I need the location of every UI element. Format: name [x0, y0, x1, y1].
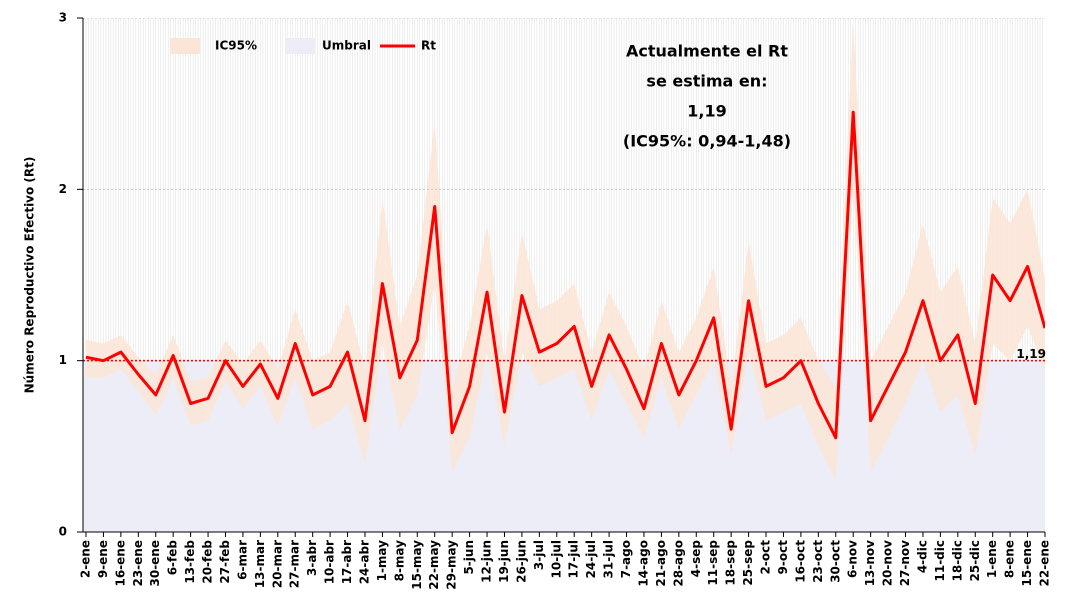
- x-tick-label: 8-may: [392, 540, 406, 582]
- x-tick-label: 15-may: [410, 540, 424, 590]
- x-tick-label: 2-ene: [79, 540, 93, 578]
- x-tick-label: 18-sep: [724, 540, 738, 586]
- x-tick-label: 11-dic: [933, 540, 947, 582]
- x-tick-label: 6-mar: [235, 540, 249, 580]
- x-tick-label: 24-jul: [584, 540, 598, 578]
- annotation: (IC95%: 0,94-1,48): [623, 132, 791, 151]
- x-tick-label: 23-oct: [811, 540, 825, 583]
- x-tick-label: 17-jul: [567, 540, 581, 578]
- x-tick-label: 23-ene: [131, 540, 145, 587]
- x-tick-label: 14-ago: [636, 540, 650, 587]
- x-tick-label: 9-oct: [776, 540, 790, 575]
- x-tick-label: 27-feb: [218, 540, 232, 584]
- rt-line: [85, 110, 1045, 440]
- x-tick-label: 24-abr: [357, 540, 371, 584]
- x-tick-label: 26-jun: [514, 540, 528, 583]
- x-tick-label: 17-abr: [340, 540, 354, 584]
- x-tick-label: 16-oct: [793, 540, 807, 583]
- x-tick-label: 13-feb: [183, 540, 197, 584]
- x-tick-label: 16-ene: [113, 540, 127, 587]
- legend-label: IC95%: [215, 39, 257, 53]
- last-value-label: 1,19: [1016, 347, 1046, 361]
- legend-swatch: [285, 38, 315, 54]
- x-tick-label: 15-ene: [1020, 540, 1034, 587]
- x-tick-label: 25-sep: [741, 540, 755, 586]
- y-tick-label: 0: [59, 525, 67, 539]
- x-tick-label: 10-abr: [323, 540, 337, 584]
- y-axis-label: Número Reproductivo Efectivo (Rt): [23, 157, 37, 394]
- x-tick-label: 29-may: [445, 540, 459, 590]
- x-tick-label: 8-ene: [1003, 540, 1017, 578]
- ci-band: [86, 18, 1045, 481]
- y-tick-label: 3: [59, 11, 67, 25]
- x-tick-label: 4-sep: [689, 540, 703, 578]
- y-tick-label: 2: [59, 182, 67, 196]
- x-tick-label: 22-ene: [1038, 540, 1052, 587]
- x-tick-label: 7-ago: [619, 540, 633, 578]
- x-tick-label: 20-feb: [201, 540, 215, 584]
- x-tick-label: 1-ene: [985, 540, 999, 578]
- x-tick-label: 5-jun: [462, 540, 476, 575]
- x-tick-label: 20-mar: [270, 540, 284, 588]
- x-tick-label: 13-nov: [863, 540, 877, 586]
- x-tick-label: 6-feb: [166, 540, 180, 576]
- annotation: se estima en:: [646, 72, 767, 91]
- x-tick-label: 25-dic: [968, 540, 982, 582]
- x-tick-label: 21-ago: [654, 540, 668, 587]
- legend-label: Umbral: [322, 39, 371, 53]
- x-tick-label: 22-may: [427, 540, 441, 590]
- x-tick-label: 1-may: [375, 540, 389, 582]
- x-tick-label: 11-sep: [706, 540, 720, 586]
- annotation: Actualmente el Rt: [626, 42, 788, 61]
- x-tick-label: 9-ene: [96, 540, 110, 578]
- x-tick-label: 10-jul: [549, 540, 563, 578]
- x-tick-label: 12-jun: [480, 540, 494, 583]
- x-tick-label: 30-ene: [148, 540, 162, 587]
- plot-area: [83, 18, 1045, 532]
- x-tick-label: 27-mar: [288, 540, 302, 588]
- x-tick-label: 27-nov: [898, 540, 912, 586]
- x-tick-label: 4-dic: [915, 540, 929, 573]
- annotation: 1,19: [687, 102, 726, 121]
- legend-swatch: [170, 38, 200, 54]
- x-tick-label: 31-jul: [602, 540, 616, 578]
- x-tick-label: 3-abr: [305, 540, 319, 576]
- x-tick-label: 6-nov: [846, 540, 860, 578]
- x-tick-label: 3-jul: [532, 540, 546, 570]
- x-tick-label: 18-dic: [950, 540, 964, 582]
- x-tick-label: 20-nov: [881, 540, 895, 586]
- x-tick-label: 13-mar: [253, 540, 267, 588]
- x-tick-label: 2-oct: [759, 540, 773, 575]
- x-tick-label: 19-jun: [497, 540, 511, 583]
- y-tick-label: 1: [59, 353, 67, 367]
- x-tick-label: 30-oct: [828, 540, 842, 583]
- x-tick-label: 28-ago: [671, 540, 685, 587]
- legend-label: Rt: [421, 39, 436, 53]
